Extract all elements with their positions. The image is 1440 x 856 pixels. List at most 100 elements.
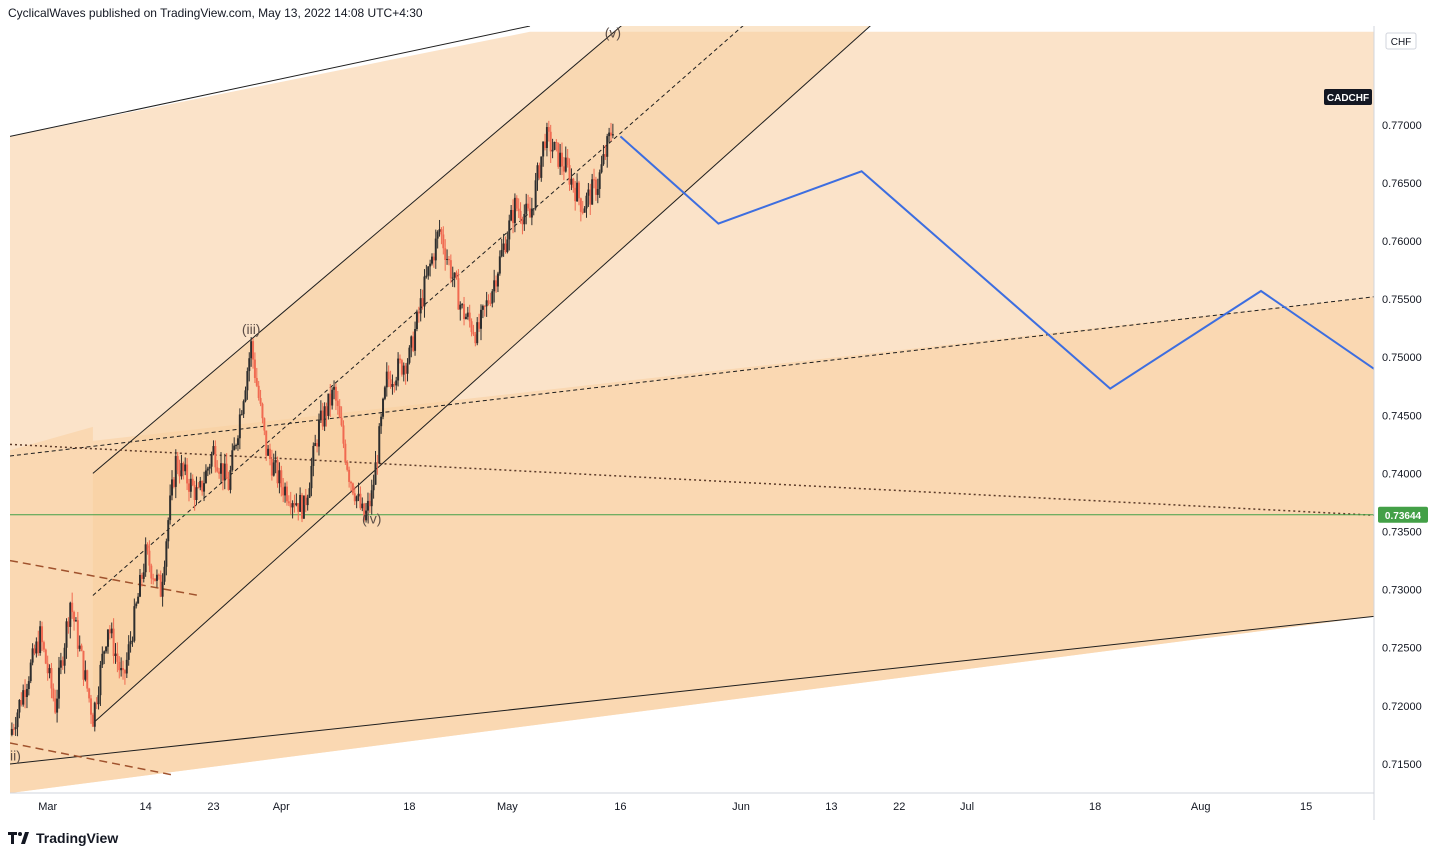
candle	[442, 226, 445, 255]
candle	[530, 197, 533, 226]
candle	[561, 142, 564, 176]
candle	[557, 142, 560, 169]
candle	[272, 453, 275, 477]
candle	[380, 413, 383, 434]
candle	[171, 470, 174, 501]
candle	[579, 197, 582, 222]
candle	[528, 196, 531, 218]
candle	[463, 296, 466, 326]
candle	[555, 139, 558, 152]
publish-header: CyclicalWaves published on TradingView.c…	[8, 6, 423, 20]
candle	[562, 156, 565, 181]
candle	[436, 230, 439, 249]
candle	[195, 476, 198, 506]
candle	[414, 321, 417, 356]
price-axis[interactable]: 0.77000 0.76500 0.76000 0.75500 0.75000 0.745…	[1382, 120, 1422, 771]
candle	[355, 495, 358, 509]
candle	[125, 652, 128, 679]
candle	[334, 383, 337, 411]
tradingview-brand[interactable]: TradingView	[36, 830, 119, 846]
candle	[383, 385, 386, 401]
candle	[510, 205, 513, 222]
candle	[549, 124, 552, 163]
candle	[174, 449, 177, 499]
candle	[461, 303, 464, 309]
candle	[152, 573, 155, 585]
candle	[606, 133, 609, 168]
candle	[378, 423, 381, 465]
candle	[182, 461, 185, 480]
time-tick-label: 13	[825, 801, 837, 813]
candle	[344, 439, 347, 465]
candle	[589, 183, 592, 216]
candle	[146, 542, 149, 555]
candle	[24, 679, 27, 709]
candle	[585, 192, 588, 218]
candle	[150, 563, 153, 585]
candle	[493, 269, 496, 303]
candle	[472, 324, 475, 337]
candle	[159, 570, 162, 598]
candle	[161, 573, 164, 607]
candle	[116, 642, 119, 673]
candle	[357, 482, 360, 502]
symbol-badge	[1324, 89, 1372, 105]
candle	[44, 648, 47, 665]
candle	[84, 660, 87, 682]
current-price-label: 0.73644	[1385, 511, 1422, 522]
candle	[105, 645, 108, 654]
candle	[306, 494, 309, 511]
wave-label: (v)	[605, 25, 621, 41]
candle	[338, 399, 341, 419]
candle	[365, 502, 368, 523]
candle	[521, 216, 524, 235]
candle	[515, 195, 518, 212]
candle	[167, 517, 170, 549]
brown-dashed-line-upper	[10, 559, 199, 597]
candle	[602, 145, 605, 166]
price-chart[interactable]: (iii)(iv)(v)ii) 0.770000.765000.760000.7…	[0, 0, 1440, 824]
candle	[500, 239, 503, 258]
candle	[244, 386, 247, 403]
candle	[470, 318, 473, 337]
candle	[363, 502, 366, 522]
candle	[449, 254, 452, 284]
candle	[270, 449, 273, 481]
candle	[350, 480, 352, 492]
candle	[504, 236, 507, 254]
candle	[464, 313, 467, 320]
candle	[76, 611, 79, 657]
candle	[52, 683, 55, 702]
candle	[417, 306, 420, 323]
candle	[223, 453, 226, 490]
candle	[82, 650, 85, 686]
price-tick-label: 0.75500	[1382, 294, 1422, 306]
chart-area[interactable]: (iii) (iv) (v) ii) 0.77000 0.76500 0.76000 0.7…	[0, 0, 1440, 829]
currency-box[interactable]	[1385, 32, 1417, 50]
candle	[246, 367, 249, 400]
candle	[525, 193, 528, 225]
candle	[233, 437, 236, 451]
candle	[210, 451, 213, 474]
candle	[408, 345, 411, 365]
price-tick-label: 0.74500	[1382, 410, 1422, 422]
candle	[212, 440, 215, 456]
candle	[474, 331, 477, 347]
candle	[57, 656, 60, 709]
candle	[154, 578, 157, 582]
candle	[67, 617, 70, 634]
price-tick-label: 0.73500	[1382, 527, 1422, 539]
candle	[61, 656, 64, 670]
candle	[16, 709, 19, 737]
time-tick-label: 23	[207, 801, 219, 813]
candle	[389, 370, 392, 389]
channel-lower-line	[92, 26, 871, 724]
symbol-label: CADCHF	[1327, 93, 1369, 104]
wave-label: ii)	[10, 747, 21, 763]
candle	[216, 460, 219, 473]
candle	[440, 227, 443, 245]
candle	[382, 397, 385, 420]
time-axis[interactable]: Mar 14 23 Apr 18 May 16 Jun 13 22 Jul 18 Aug 15	[38, 801, 1312, 813]
candle	[63, 643, 66, 674]
current-price-badge	[1378, 506, 1428, 523]
